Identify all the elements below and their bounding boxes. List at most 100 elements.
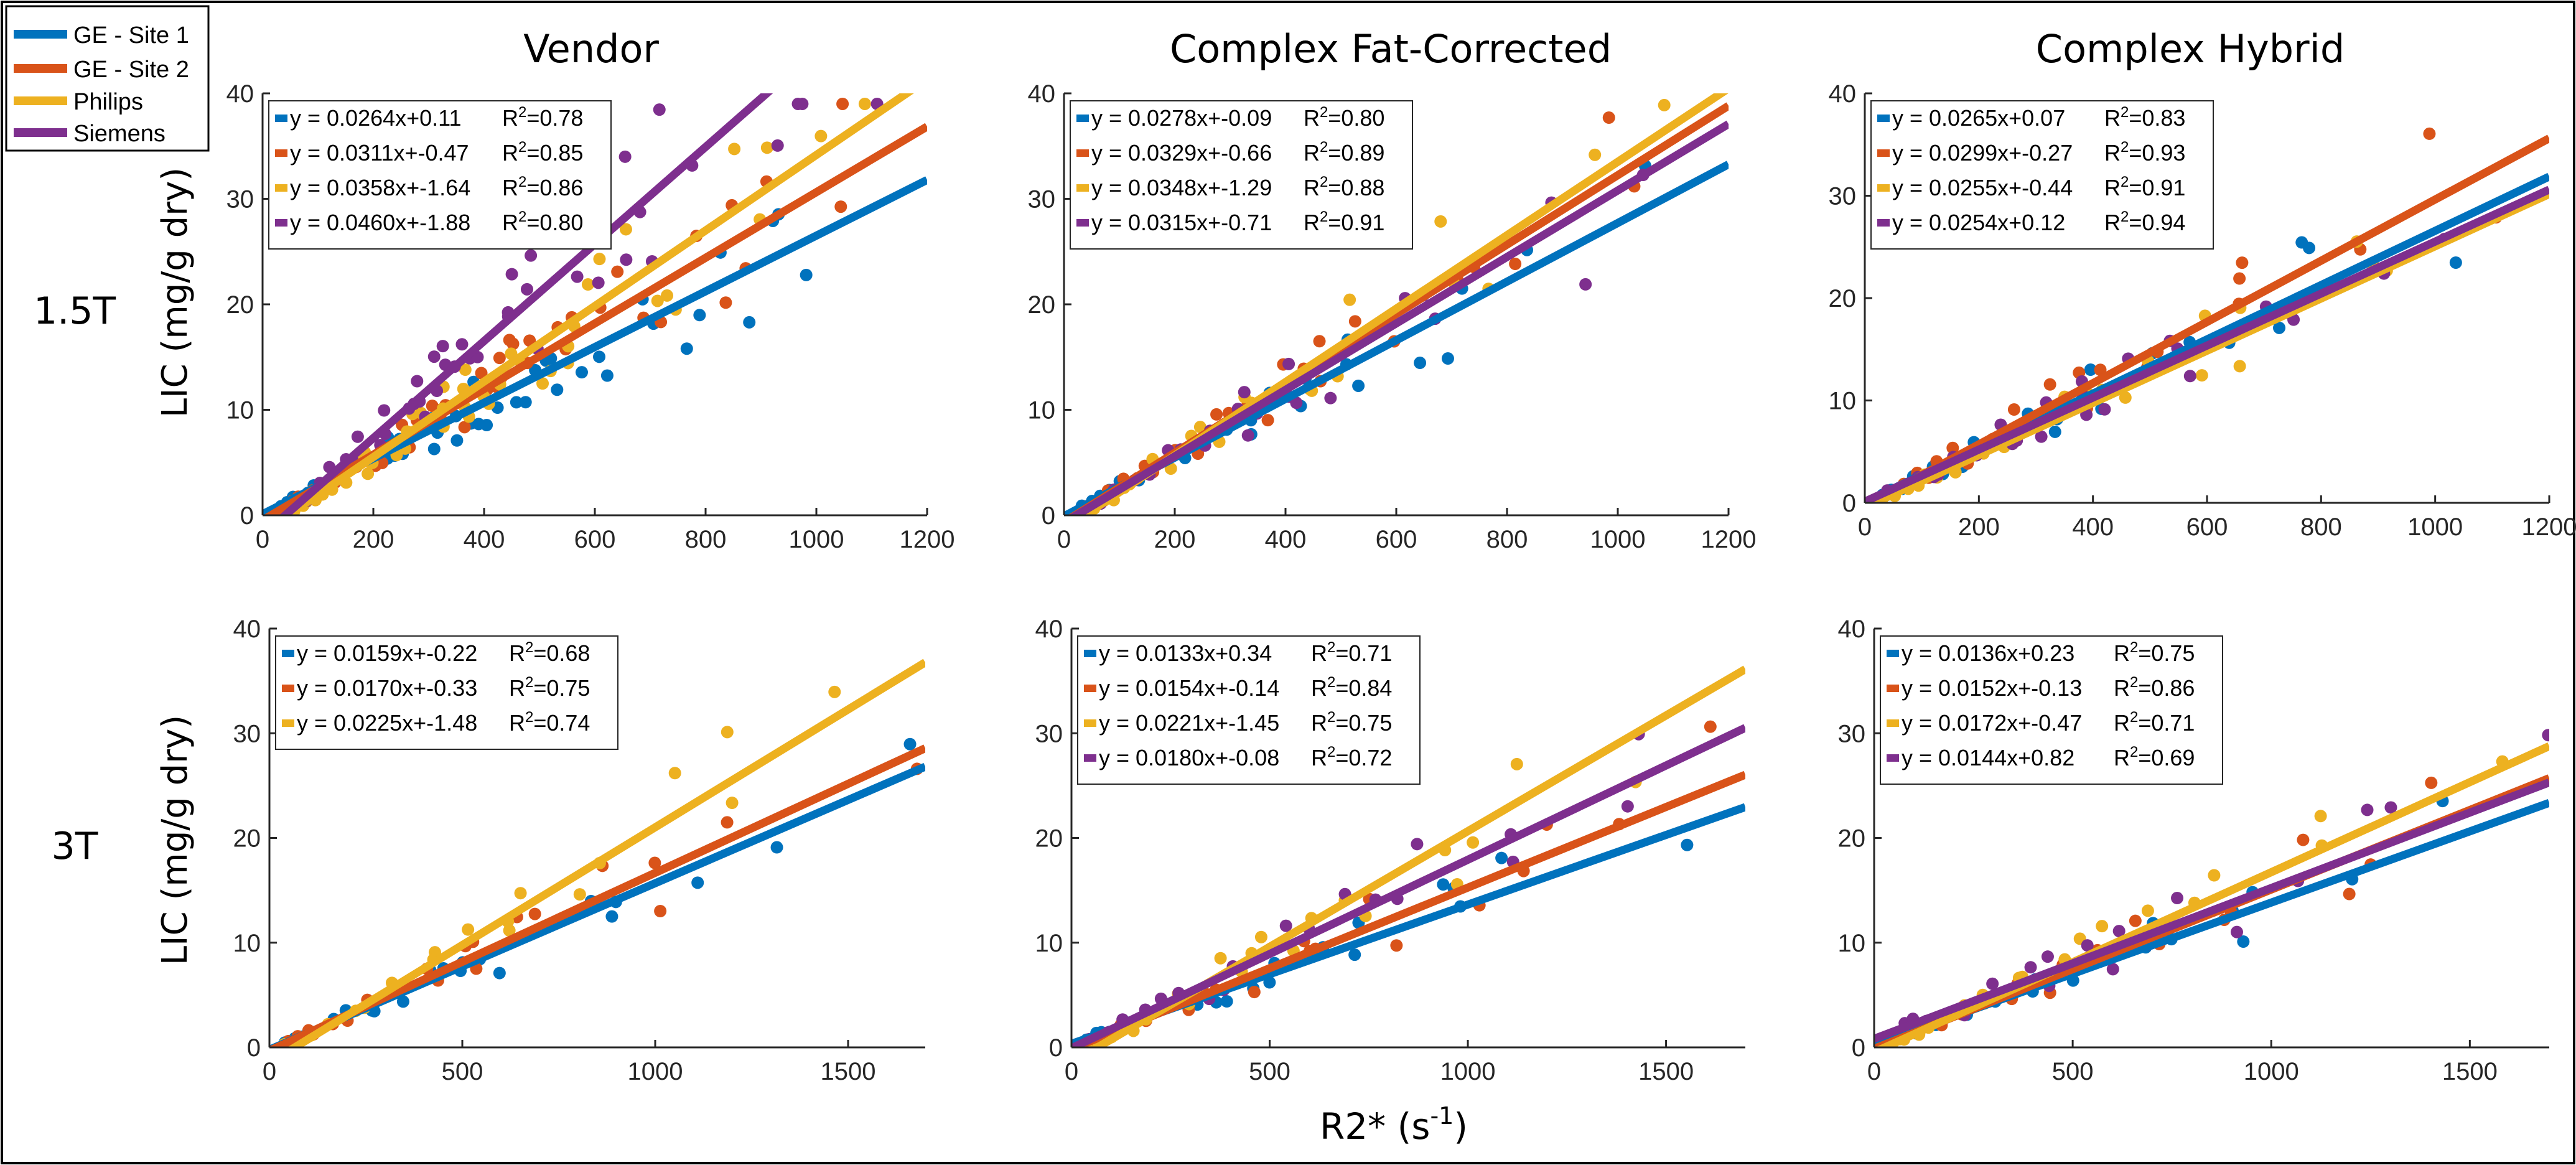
fit-equation-ge-site-2: y = 0.0152x+-0.13 — [1902, 675, 2082, 701]
fit-lines — [269, 658, 925, 1047]
legend-label-siemens: Siemens — [73, 121, 166, 147]
y-tick-label: 10 — [1838, 930, 1866, 957]
chart-panel-3t-vendor: 0 500 1000 1500 0 10 20 30 40 y = 0.0159x+-0.22 R2… — [233, 615, 925, 1085]
fit-r2-ge-site-2: R2=0.89 — [1304, 139, 1384, 166]
point-ge-site-2 — [2425, 776, 2438, 789]
row-label-1-5t: 1.5T — [34, 289, 116, 333]
point-philips — [2141, 904, 2154, 917]
x-tick-label: 1000 — [2407, 513, 2463, 541]
point-philips — [581, 278, 594, 291]
point-philips — [1589, 148, 1602, 161]
fit-equation-siemens: y = 0.0180x+-0.08 — [1099, 745, 1279, 770]
fit-legend: y = 0.0133x+0.34 R2=0.71 y = 0.0154x+-0.14… — [1077, 635, 1421, 785]
point-ge-site-2 — [493, 352, 506, 365]
x-tick-label: 600 — [574, 526, 616, 553]
point-ge-site-1 — [2303, 241, 2316, 255]
fit-equation-philips: y = 0.0358x+-1.64 — [290, 175, 470, 200]
point-ge-site-2 — [2233, 272, 2246, 285]
x-tick-label: 800 — [685, 526, 727, 553]
fit-legend-box — [268, 100, 612, 250]
fit-equation-siemens: y = 0.0315x+-0.71 — [1091, 210, 1272, 235]
y-tick-label: 30 — [1838, 720, 1866, 747]
x-tick-label: 0 — [1858, 513, 1872, 541]
point-ge-site-2 — [719, 296, 732, 309]
point-siemens — [2098, 403, 2111, 416]
chart-panel-1-5t-complex-fat-corrected: 0 200 400 600 800 1000 1200 0 10 20 30 40 y = 0.0278… — [1028, 80, 1757, 553]
x-tick-label: 1200 — [1701, 526, 1757, 553]
fit-line-philips — [287, 658, 925, 1047]
fit-r2-philips: R2=0.71 — [2114, 709, 2195, 736]
point-philips — [2096, 920, 2109, 933]
fit-r2-ge-site-1: R2=0.80 — [1304, 104, 1384, 131]
point-ge-site-2 — [528, 907, 541, 920]
fit-line-siemens — [1865, 185, 2549, 503]
fit-r2-ge-site-2: R2=0.75 — [509, 674, 590, 701]
x-tick-label: 1000 — [1440, 1058, 1496, 1085]
y-axis-label-top: LIC (mg/g dry) — [155, 167, 195, 418]
fit-r2-siemens: R2=0.69 — [2114, 744, 2195, 770]
point-ge-site-2 — [506, 337, 520, 350]
y-tick-label: 10 — [1028, 397, 1056, 424]
point-siemens — [378, 404, 391, 417]
point-ge-site-1 — [450, 434, 464, 447]
y-tick-label: 30 — [1035, 720, 1063, 747]
point-ge-site-1 — [2273, 321, 2286, 334]
point-philips — [1510, 757, 1523, 770]
fit-equation-ge-site-1: y = 0.0136x+0.23 — [1902, 640, 2074, 666]
point-ge-site-2 — [2043, 378, 2056, 391]
y-tick-label: 40 — [1838, 615, 1866, 643]
point-siemens — [1411, 838, 1424, 851]
fit-equation-ge-site-1: y = 0.0133x+0.34 — [1099, 640, 1272, 666]
x-tick-label: 1500 — [1638, 1058, 1694, 1085]
x-tick-label: 0 — [263, 1058, 276, 1085]
y-tick-label: 10 — [1829, 388, 1857, 415]
point-philips — [661, 289, 674, 302]
x-tick-label: 500 — [1249, 1058, 1290, 1085]
fit-legend: y = 0.0278x+-0.09 R2=0.80 y = 0.0329x+-0.6… — [1070, 100, 1413, 250]
point-ge-site-1 — [551, 383, 564, 396]
x-tick-label: 200 — [1958, 513, 2000, 541]
y-tick-label: 30 — [226, 186, 254, 213]
point-ge-site-2 — [1210, 408, 1223, 421]
fit-r2-siemens: R2=0.72 — [1311, 744, 1392, 770]
point-ge-site-2 — [1946, 441, 1959, 454]
y-tick-label: 20 — [226, 291, 254, 319]
chart-panel-1-5t-complex-hybrid: 0 200 400 600 800 1000 1200 0 10 20 30 40 y = 0.0265… — [1829, 80, 2576, 541]
x-tick-label: 1200 — [2522, 513, 2576, 541]
point-philips — [2208, 869, 2221, 882]
point-siemens — [2035, 430, 2048, 443]
point-ge-site-2 — [1509, 258, 1522, 271]
point-philips — [721, 726, 734, 739]
y-tick-label: 30 — [233, 720, 261, 747]
chart-panel-3t-complex-hybrid: 0 500 1000 1500 0 10 20 30 40 y = 0.0136x+0.23 R2=… — [1838, 615, 2549, 1085]
point-ge-site-1 — [519, 396, 532, 409]
x-axis-label-main: R2* (s — [1320, 1105, 1430, 1148]
x-tick-label: 800 — [1486, 526, 1528, 553]
point-philips — [1658, 98, 1671, 111]
x-tick-label: 1000 — [628, 1058, 683, 1085]
fit-lines — [1874, 742, 2549, 1047]
fit-r2-ge-site-2: R2=0.93 — [2104, 139, 2185, 166]
fit-equation-ge-site-2: y = 0.0170x+-0.33 — [297, 675, 477, 701]
point-siemens — [520, 283, 533, 296]
point-siemens — [505, 268, 518, 281]
y-tick-label: 0 — [1852, 1034, 1865, 1062]
point-philips — [668, 767, 681, 780]
fit-r2-philips: R2=0.75 — [1311, 709, 1392, 736]
fit-equation-philips: y = 0.0221x+-1.45 — [1099, 710, 1279, 736]
point-ge-site-2 — [2007, 403, 2020, 416]
fit-equation-philips: y = 0.0225x+-1.48 — [297, 710, 477, 736]
point-ge-site-2 — [648, 856, 661, 869]
point-philips — [459, 363, 472, 377]
point-ge-site-1 — [493, 966, 506, 980]
point-siemens — [571, 270, 584, 283]
fit-line-siemens — [1874, 779, 2549, 1043]
point-siemens — [2112, 925, 2126, 938]
x-tick-label: 0 — [1065, 1058, 1078, 1085]
point-philips — [2195, 369, 2208, 382]
fit-equation-philips: y = 0.0348x+-1.29 — [1091, 175, 1272, 200]
point-ge-site-1 — [593, 350, 606, 363]
point-ge-site-2 — [836, 97, 849, 110]
fit-legend-box — [275, 635, 618, 750]
